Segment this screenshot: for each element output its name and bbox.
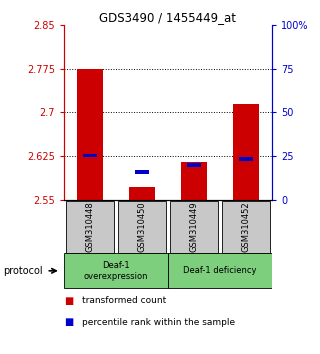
Text: ■: ■ <box>64 317 73 327</box>
Text: GSM310450: GSM310450 <box>138 201 147 252</box>
Bar <box>187 163 201 167</box>
Text: protocol: protocol <box>3 266 43 276</box>
Bar <box>170 200 219 253</box>
Bar <box>239 158 253 161</box>
Text: Deaf-1 deficiency: Deaf-1 deficiency <box>183 266 257 275</box>
Text: percentile rank within the sample: percentile rank within the sample <box>82 318 235 327</box>
Bar <box>129 187 155 200</box>
Text: ■: ■ <box>64 296 73 306</box>
Text: GSM310448: GSM310448 <box>85 201 94 252</box>
Text: GSM310452: GSM310452 <box>242 201 251 252</box>
Text: GSM310449: GSM310449 <box>189 201 198 252</box>
Bar <box>83 154 97 158</box>
Bar <box>77 69 103 200</box>
Text: Deaf-1
overexpression: Deaf-1 overexpression <box>84 261 148 281</box>
Text: transformed count: transformed count <box>82 296 166 306</box>
Bar <box>64 253 168 288</box>
Bar <box>181 162 207 200</box>
Bar <box>221 200 270 253</box>
Bar <box>117 200 166 253</box>
Bar <box>233 104 259 200</box>
Title: GDS3490 / 1455449_at: GDS3490 / 1455449_at <box>100 11 236 24</box>
Bar <box>135 170 149 174</box>
Bar <box>168 253 272 288</box>
Bar <box>66 200 115 253</box>
